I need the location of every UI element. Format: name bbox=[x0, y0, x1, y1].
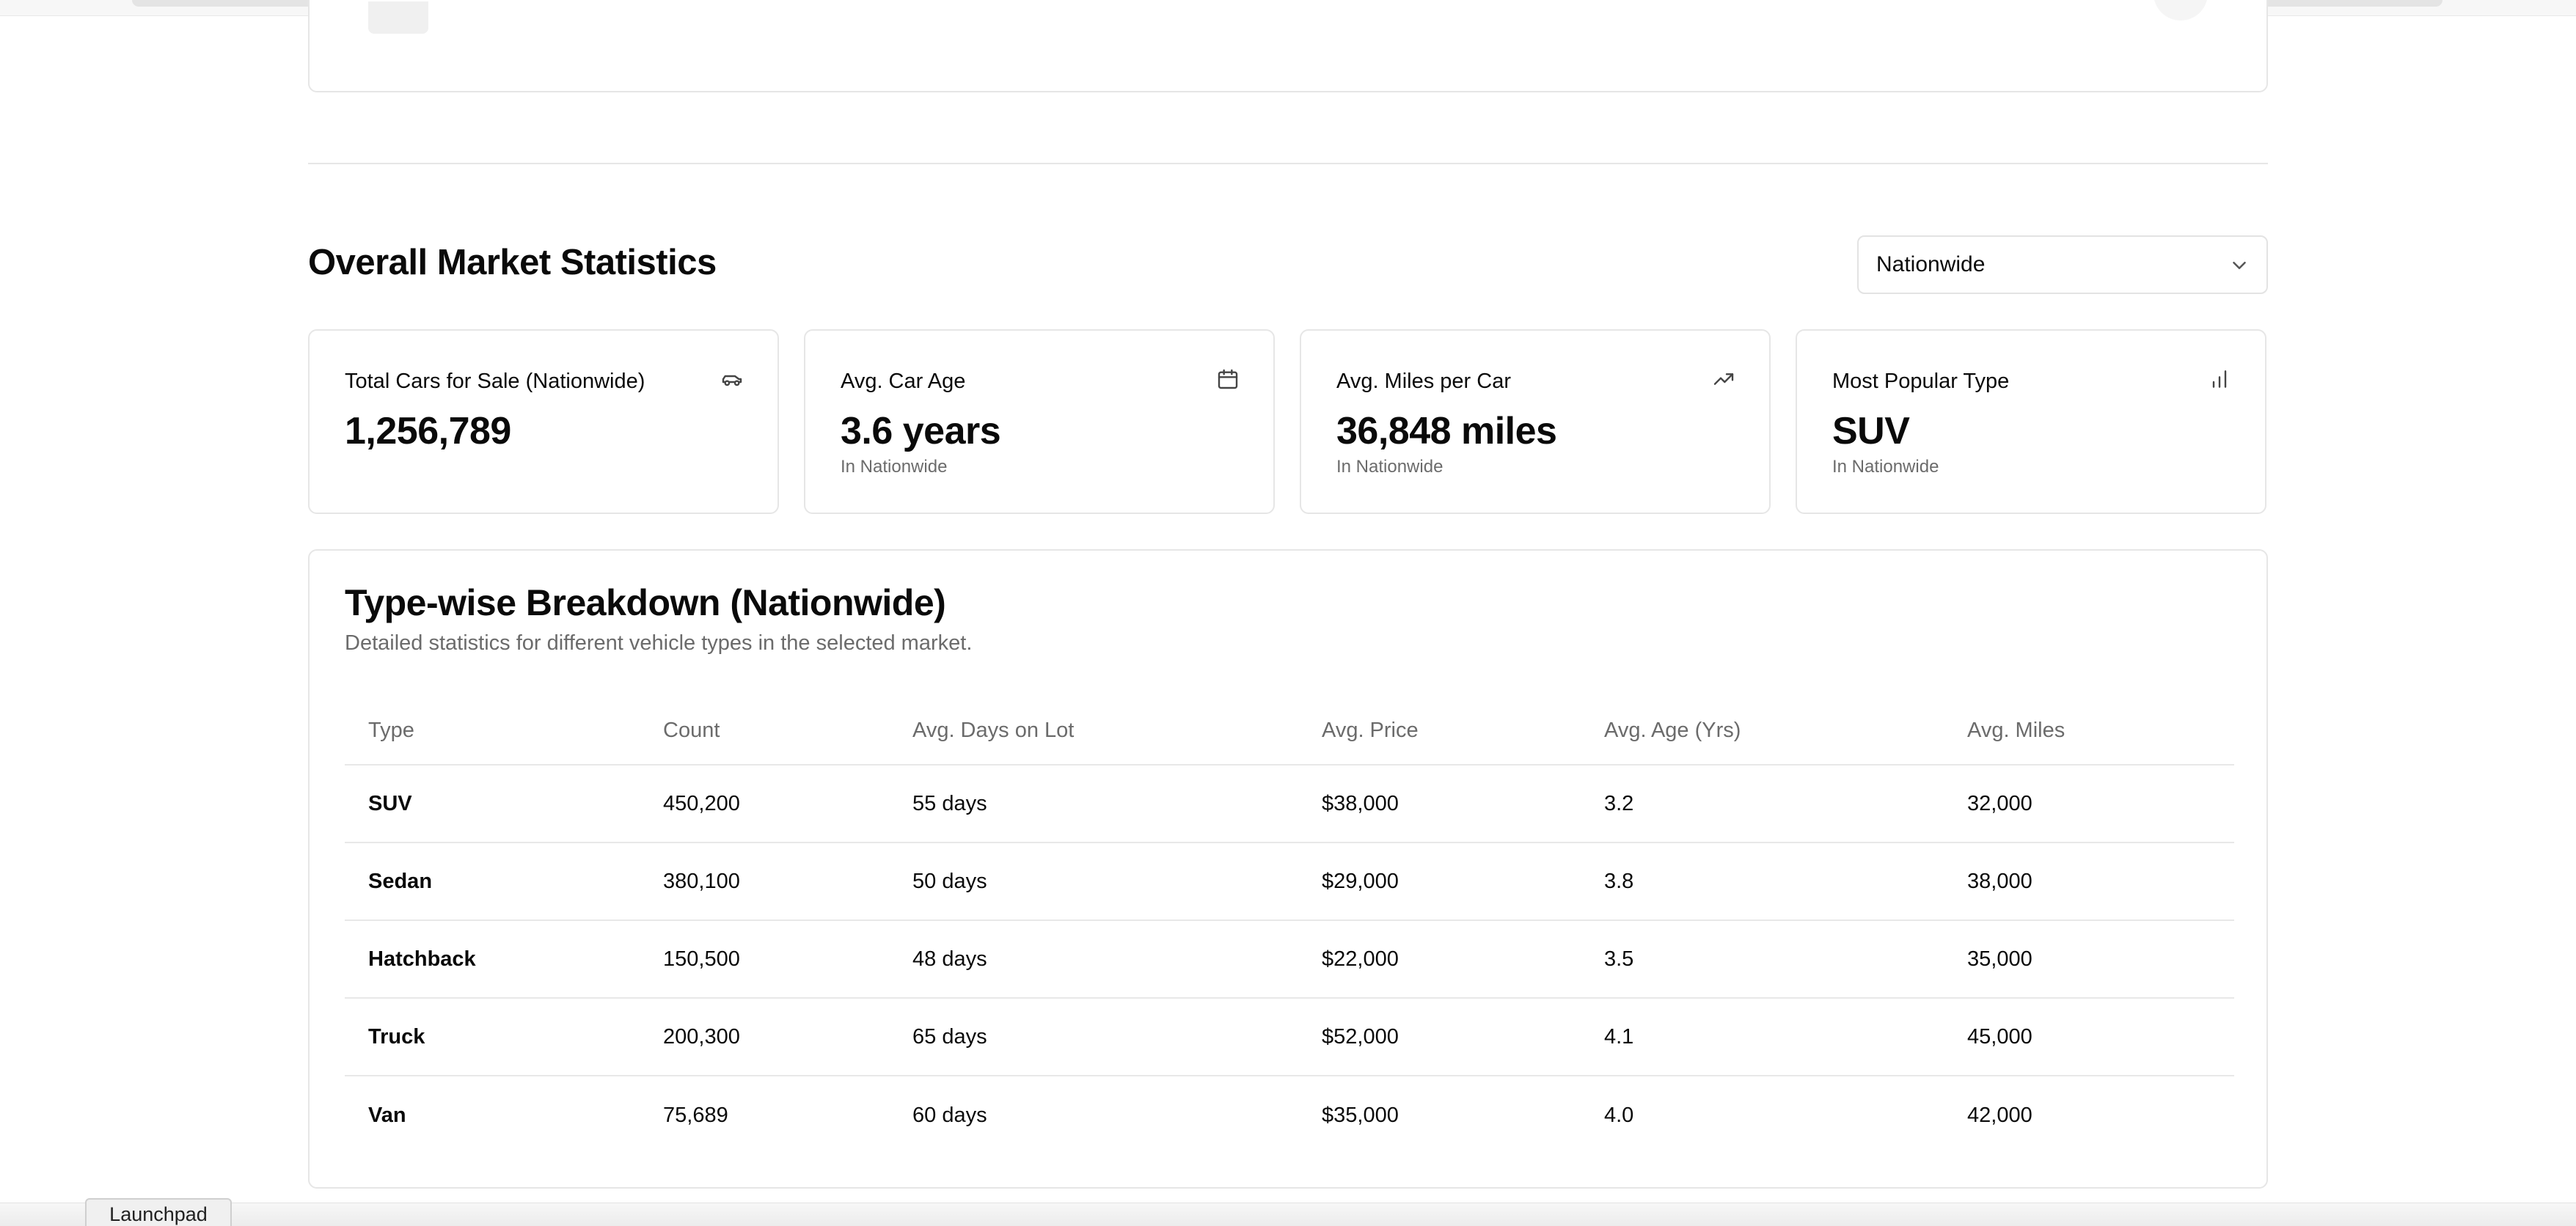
stat-card-popular-type: Most Popular Type SUV In Nationwide bbox=[1796, 329, 2266, 514]
stat-value: SUV bbox=[1832, 410, 1910, 452]
cell-miles: 45,000 bbox=[1967, 1024, 2032, 1049]
trending-up-icon bbox=[1713, 373, 1734, 385]
cell-age: 4.0 bbox=[1604, 1103, 1634, 1127]
cell-price: $38,000 bbox=[1322, 791, 1399, 815]
previous-card bbox=[308, 0, 2268, 92]
table-row: SUV 450,200 55 days $38,000 3.2 32,000 bbox=[345, 766, 2234, 843]
cell-count: 200,300 bbox=[663, 1024, 740, 1049]
cell-days: 60 days bbox=[912, 1103, 987, 1127]
table-row: Hatchback 150,500 48 days $22,000 3.5 35… bbox=[345, 921, 2234, 999]
stat-card-avg-miles: Avg. Miles per Car 36,848 miles In Natio… bbox=[1300, 329, 1771, 514]
breakdown-card: Type-wise Breakdown (Nationwide) Detaile… bbox=[308, 549, 2268, 1189]
table-header-row: Type Count Avg. Days on Lot Avg. Price A… bbox=[345, 697, 2234, 766]
cell-age: 3.2 bbox=[1604, 791, 1634, 815]
calendar-icon bbox=[1218, 369, 1238, 389]
cell-miles: 35,000 bbox=[1967, 947, 2032, 971]
stat-label: Avg. Car Age bbox=[841, 370, 966, 393]
column-header-days: Avg. Days on Lot bbox=[912, 719, 1075, 742]
cell-days: 55 days bbox=[912, 791, 987, 815]
cell-days: 48 days bbox=[912, 947, 987, 971]
market-select[interactable]: Nationwide bbox=[1857, 235, 2268, 294]
bar-chart-icon bbox=[2212, 370, 2227, 388]
cell-price: $35,000 bbox=[1322, 1103, 1399, 1127]
car-icon bbox=[722, 375, 742, 386]
cell-price: $52,000 bbox=[1322, 1024, 1399, 1049]
market-select-value: Nationwide bbox=[1876, 252, 1986, 276]
table-row: Truck 200,300 65 days $52,000 4.1 45,000 bbox=[345, 999, 2234, 1076]
breakdown-table: Type Count Avg. Days on Lot Avg. Price A… bbox=[345, 697, 2234, 1154]
cell-age: 3.8 bbox=[1604, 869, 1634, 893]
stat-value: 1,256,789 bbox=[345, 410, 511, 452]
previous-card-chip bbox=[368, 1, 428, 34]
cell-miles: 32,000 bbox=[1967, 791, 2032, 815]
cell-count: 150,500 bbox=[663, 947, 740, 971]
cell-age: 3.5 bbox=[1604, 947, 1634, 971]
stat-value: 36,848 miles bbox=[1336, 410, 1557, 452]
cell-type: SUV bbox=[368, 791, 412, 815]
cell-days: 65 days bbox=[912, 1024, 987, 1049]
cell-age: 4.1 bbox=[1604, 1024, 1634, 1049]
bottom-bar bbox=[0, 1203, 2576, 1226]
cell-count: 75,689 bbox=[663, 1103, 728, 1127]
column-header-count: Count bbox=[663, 719, 720, 742]
cell-type: Truck bbox=[368, 1024, 425, 1049]
previous-card-circle bbox=[2154, 0, 2208, 21]
stat-label: Most Popular Type bbox=[1832, 370, 2010, 393]
stat-sub: In Nationwide bbox=[1336, 457, 1443, 477]
cell-type: Van bbox=[368, 1103, 406, 1127]
cell-price: $22,000 bbox=[1322, 947, 1399, 971]
stat-sub: In Nationwide bbox=[1832, 457, 1939, 477]
cell-miles: 38,000 bbox=[1967, 869, 2032, 893]
breakdown-title: Type-wise Breakdown (Nationwide) bbox=[345, 582, 946, 623]
stat-card-avg-age: Avg. Car Age 3.6 years In Nationwide bbox=[804, 329, 1275, 514]
table-row: Van 75,689 60 days $35,000 4.0 42,000 bbox=[345, 1076, 2234, 1154]
launchpad-button[interactable]: Launchpad bbox=[85, 1198, 232, 1226]
cell-days: 50 days bbox=[912, 869, 987, 893]
cell-count: 380,100 bbox=[663, 869, 740, 893]
section-divider bbox=[308, 163, 2268, 164]
column-header-price: Avg. Price bbox=[1322, 719, 1419, 742]
column-header-age: Avg. Age (Yrs) bbox=[1604, 719, 1741, 742]
cell-miles: 42,000 bbox=[1967, 1103, 2032, 1127]
stat-card-total-cars: Total Cars for Sale (Nationwide) 1,256,7… bbox=[308, 329, 779, 514]
stat-label: Total Cars for Sale (Nationwide) bbox=[345, 370, 645, 393]
column-header-miles: Avg. Miles bbox=[1967, 719, 2065, 742]
cell-type: Hatchback bbox=[368, 947, 476, 971]
cell-count: 450,200 bbox=[663, 791, 740, 815]
column-header-type: Type bbox=[368, 719, 414, 742]
stat-value: 3.6 years bbox=[841, 410, 1001, 452]
stat-label: Avg. Miles per Car bbox=[1336, 370, 1511, 393]
chevron-down-icon bbox=[2233, 262, 2246, 269]
breakdown-subtitle: Detailed statistics for different vehicl… bbox=[345, 631, 973, 655]
cell-type: Sedan bbox=[368, 869, 433, 893]
section-title: Overall Market Statistics bbox=[308, 243, 717, 282]
stat-sub: In Nationwide bbox=[841, 457, 948, 477]
cell-price: $29,000 bbox=[1322, 869, 1399, 893]
table-row: Sedan 380,100 50 days $29,000 3.8 38,000 bbox=[345, 843, 2234, 921]
